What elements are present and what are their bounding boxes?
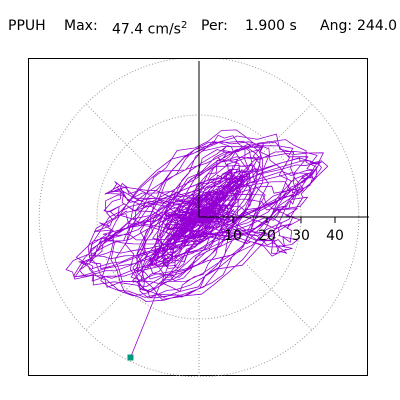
plot-frame: 10 20 30 40 <box>28 56 369 378</box>
radial-tick-label-40: 40 <box>326 228 344 244</box>
radial-tick-label-20: 20 <box>258 228 276 244</box>
max-value-text: 47.4 cm/s <box>112 21 181 38</box>
header-bar: PPUH Max: 47.4 cm/s2 Per: 1.900 s Ang: 2… <box>8 16 398 38</box>
marker-layer <box>127 354 134 361</box>
radial-tick-label-10: 10 <box>224 228 242 244</box>
trace-layer <box>65 129 329 358</box>
max-label: Max: <box>64 18 98 34</box>
period-label: Per: <box>201 18 228 34</box>
radial-tick-label-30: 30 <box>292 228 310 244</box>
station-label: PPUH <box>8 18 46 34</box>
grid-spoke <box>85 103 152 170</box>
max-value: 47.4 cm/s2 <box>112 16 187 40</box>
max-exponent: 2 <box>180 20 188 31</box>
period-value: 1.900 s <box>245 18 297 34</box>
hodogram-trace <box>65 129 329 358</box>
angle-value: 244.0 <box>357 18 398 34</box>
grid-spoke <box>246 264 313 331</box>
end-marker <box>127 354 134 361</box>
axes: 10 20 30 40 <box>198 61 369 244</box>
angle-label: Ang: <box>320 18 353 34</box>
hodogram-plot: 10 20 30 40 <box>38 56 369 378</box>
